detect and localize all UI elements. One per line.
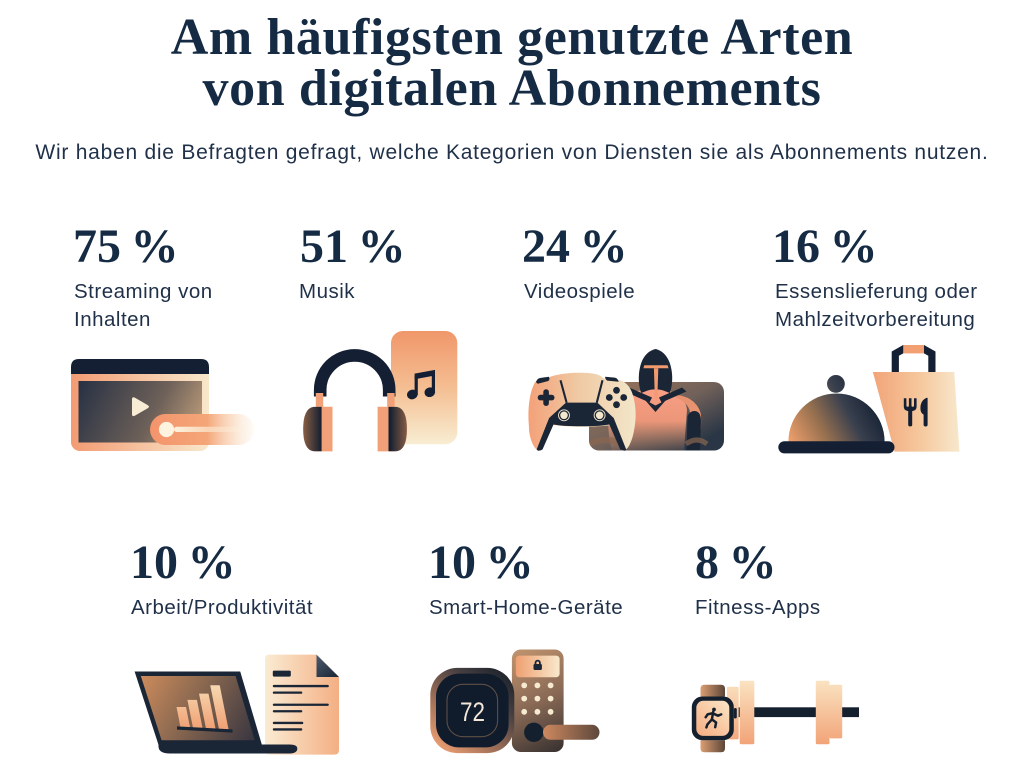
svg-text:72: 72 <box>460 697 485 727</box>
